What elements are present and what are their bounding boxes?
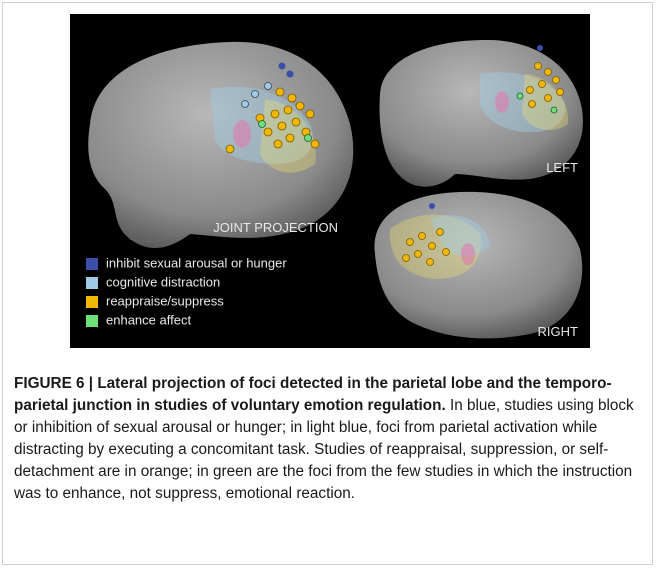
legend-swatch — [86, 296, 98, 308]
legend-label: reappraise/suppress — [106, 293, 224, 308]
joint-brain — [88, 42, 353, 248]
left-brain: LEFT — [380, 40, 583, 187]
page: {"figure": { "panels": ["JOINT PROJECTIO… — [0, 0, 657, 569]
legend-swatch — [86, 277, 98, 289]
panel-label: LEFT — [546, 160, 578, 175]
legend-swatch — [86, 258, 98, 270]
figure-image: LEFT RIGHT JOINT PROJECTION inhibit sexu… — [70, 14, 590, 348]
panel-label: JOINT PROJECTION — [213, 220, 338, 235]
legend-label: cognitive distraction — [106, 274, 220, 289]
right-brain: RIGHT — [374, 192, 582, 339]
legend: inhibit sexual arousal or hunger cognitiv… — [86, 255, 287, 327]
legend-label: enhance affect — [106, 312, 191, 327]
caption: FIGURE 6 | Lateral projection of foci de… — [14, 373, 642, 505]
legend-label: inhibit sexual arousal or hunger — [106, 255, 287, 270]
panel-label: RIGHT — [538, 324, 579, 339]
legend-swatch — [86, 315, 98, 327]
brain-figure: LEFT RIGHT JOINT PROJECTION inhibit sexu… — [70, 14, 590, 348]
